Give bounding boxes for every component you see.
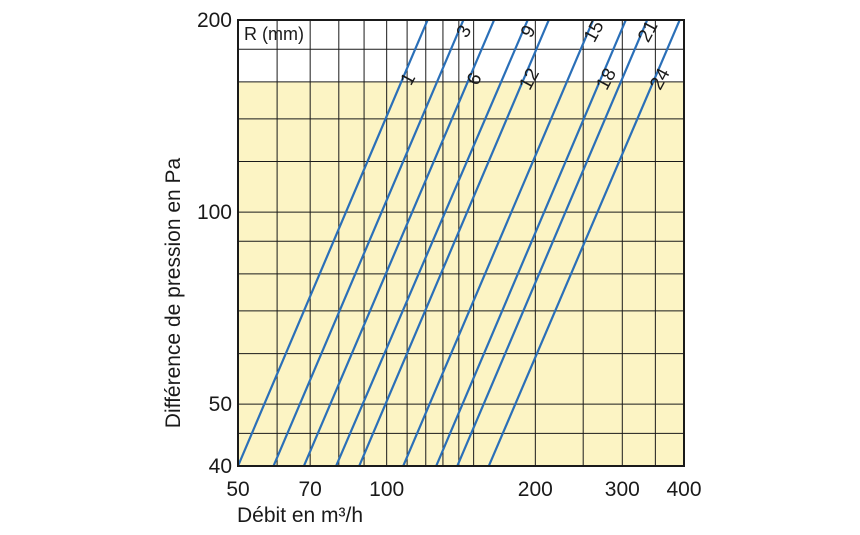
series-line-24	[487, 20, 681, 466]
y-tick-label: 100	[197, 201, 232, 224]
series-line-9	[335, 20, 529, 466]
series-line-18	[435, 20, 627, 466]
y-tick-labels: 40 50 100 200	[197, 9, 232, 478]
x-tick-label: 400	[666, 478, 701, 501]
unshaded-band	[238, 20, 684, 82]
x-tick-label: 70	[298, 478, 321, 501]
series-line-6	[302, 20, 496, 466]
plot-frame	[237, 19, 685, 467]
x-tick-label: 50	[226, 478, 249, 501]
plot-background	[238, 20, 684, 466]
y-axis-title: Différence de pression en Pa	[162, 157, 185, 428]
x-axis-title: Débit en m³/h	[237, 504, 363, 527]
y-tick-label: 40	[209, 455, 232, 478]
series-line-15	[402, 20, 595, 466]
x-tick-label: 200	[518, 478, 553, 501]
grid	[237, 19, 685, 467]
series-line-21	[456, 20, 649, 466]
x-tick-labels: 50 70 100 200 300 400	[226, 478, 701, 501]
series-line-1	[238, 20, 429, 466]
series-lines	[238, 20, 681, 466]
x-tick-label: 300	[605, 478, 640, 501]
legend-title: R (mm)	[244, 24, 304, 44]
x-tick-label: 100	[369, 478, 404, 501]
series-line-3	[272, 20, 465, 466]
y-tick-label: 200	[197, 9, 232, 32]
y-tick-label: 50	[209, 393, 232, 416]
series-line-12	[358, 20, 550, 466]
